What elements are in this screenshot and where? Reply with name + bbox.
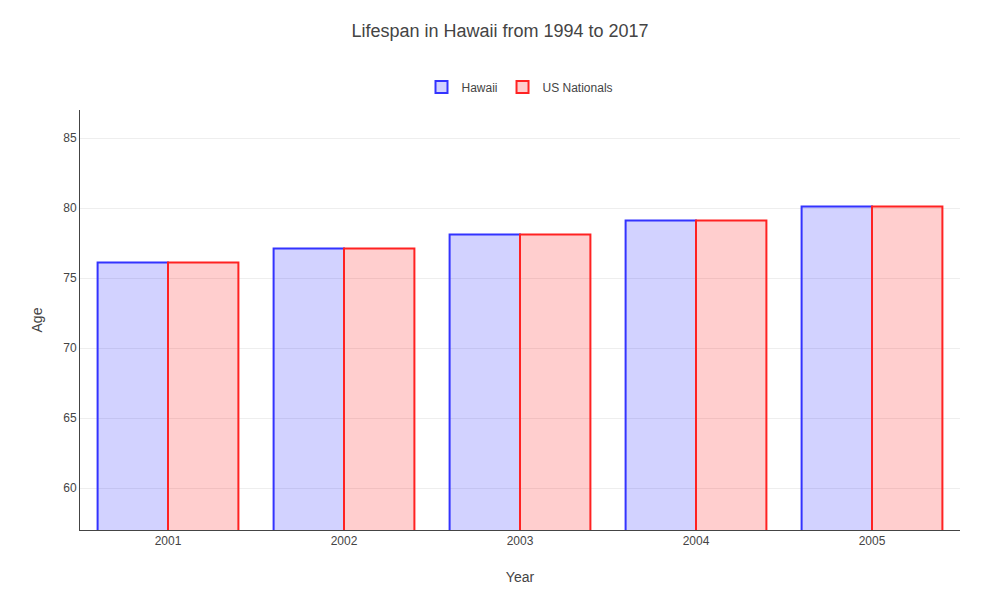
svg-text:Lifespan in Hawaii from 1994 t: Lifespan in Hawaii from 1994 to 2017 bbox=[351, 21, 648, 41]
svg-text:80: 80 bbox=[63, 201, 77, 215]
svg-text:60: 60 bbox=[63, 481, 77, 495]
svg-text:2004: 2004 bbox=[683, 534, 710, 548]
svg-text:75: 75 bbox=[63, 271, 77, 285]
svg-text:70: 70 bbox=[63, 341, 77, 355]
svg-text:Hawaii: Hawaii bbox=[462, 81, 498, 95]
svg-text:Age: Age bbox=[29, 307, 45, 332]
svg-text:2002: 2002 bbox=[331, 534, 358, 548]
svg-text:US Nationals: US Nationals bbox=[543, 81, 613, 95]
svg-text:2005: 2005 bbox=[859, 534, 886, 548]
svg-text:65: 65 bbox=[63, 411, 77, 425]
svg-text:85: 85 bbox=[63, 131, 77, 145]
svg-text:Year: Year bbox=[506, 569, 535, 585]
svg-text:2001: 2001 bbox=[155, 534, 182, 548]
svg-text:2003: 2003 bbox=[507, 534, 534, 548]
